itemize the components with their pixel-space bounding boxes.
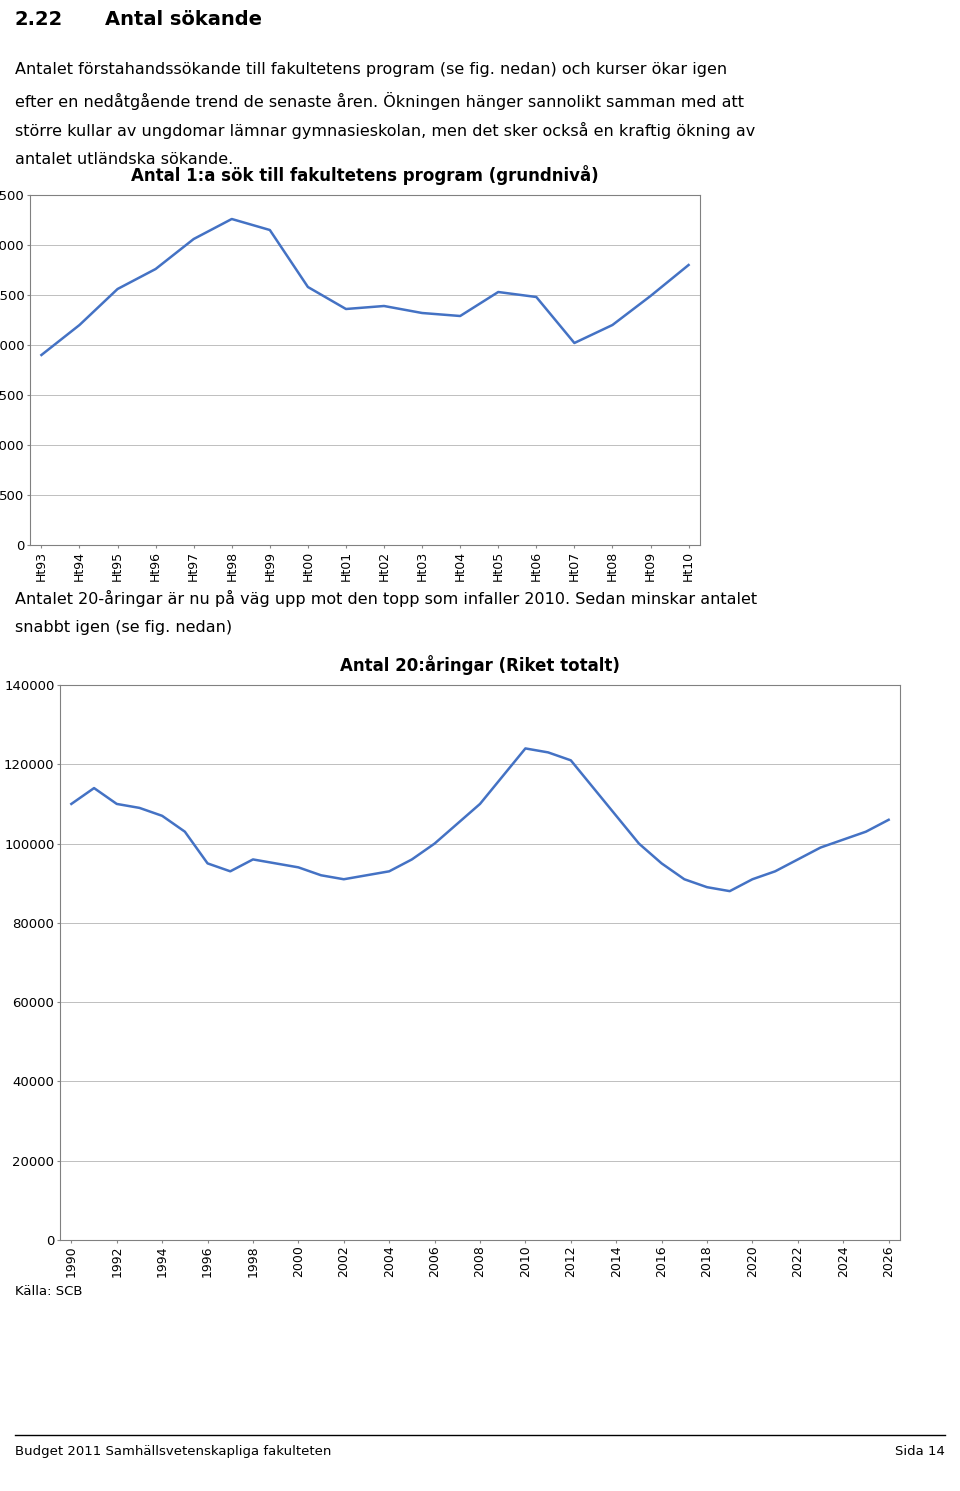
Title: Antal 20:åringar (Riket totalt): Antal 20:åringar (Riket totalt) <box>340 655 620 675</box>
Text: Antal sökande: Antal sökande <box>105 10 262 28</box>
Text: Källa: SCB: Källa: SCB <box>15 1285 83 1299</box>
Text: 2.22: 2.22 <box>15 10 63 28</box>
Text: Budget 2011 Samhällsvetenskapliga fakulteten: Budget 2011 Samhällsvetenskapliga fakult… <box>15 1445 331 1458</box>
Text: Antalet förstahandssökande till fakultetens program (se fig. nedan) och kurser ö: Antalet förstahandssökande till fakultet… <box>15 63 727 78</box>
Text: större kullar av ungdomar lämnar gymnasieskolan, men det sker också en kraftig ö: större kullar av ungdomar lämnar gymnasi… <box>15 122 756 139</box>
Text: snabbt igen (se fig. nedan): snabbt igen (se fig. nedan) <box>15 620 232 635</box>
Text: antalet utländska sökande.: antalet utländska sökande. <box>15 152 233 167</box>
Text: efter en nedåtgående trend de senaste åren. Ökningen hänger sannolikt samman med: efter en nedåtgående trend de senaste år… <box>15 92 744 110</box>
Title: Antal 1:a sök till fakultetens program (grundnivå): Antal 1:a sök till fakultetens program (… <box>132 166 599 185</box>
Text: Antalet 20-åringar är nu på väg upp mot den topp som infaller 2010. Sedan minska: Antalet 20-åringar är nu på väg upp mot … <box>15 590 757 607</box>
Text: Sida 14: Sida 14 <box>895 1445 945 1458</box>
